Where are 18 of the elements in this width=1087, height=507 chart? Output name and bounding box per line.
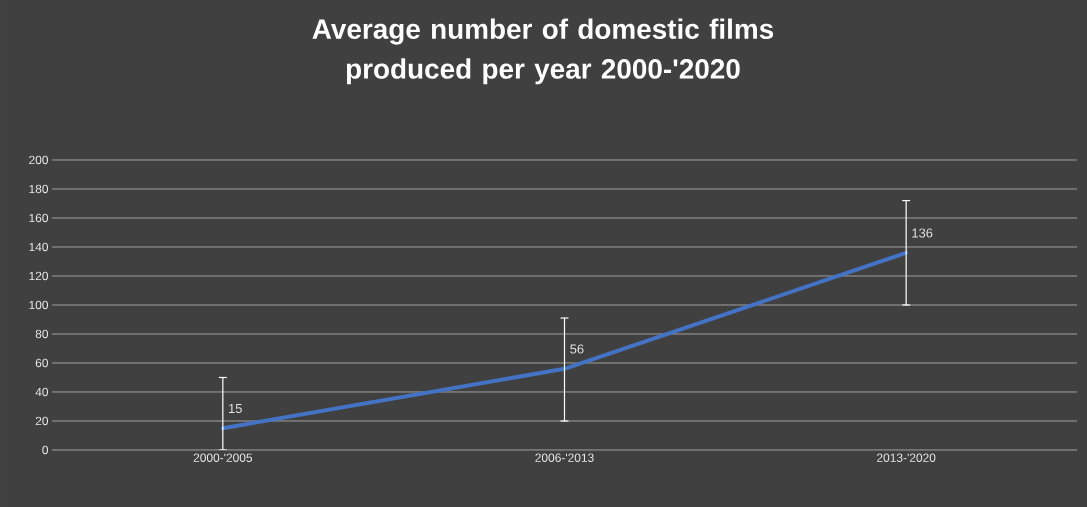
y-tick-label: 80 <box>35 329 49 339</box>
y-tick-label: 180 <box>29 184 49 194</box>
data-label: 136 <box>912 228 933 238</box>
y-tick-label: 200 <box>29 155 49 165</box>
x-tick-label: 2000-'2005 <box>193 453 253 462</box>
data-label: 56 <box>570 344 584 354</box>
y-tick-label: 160 <box>29 213 49 223</box>
x-tick-label: 2006-'2013 <box>535 453 594 462</box>
y-tick-label: 0 <box>42 445 49 455</box>
x-tick-label: 2013-'2020 <box>877 453 936 462</box>
y-tick-label: 100 <box>29 300 49 310</box>
y-tick-label: 60 <box>35 358 49 368</box>
chart-title: Average number of domestic films produced per year 2000-'2020 <box>312 18 774 85</box>
y-tick-label: 40 <box>35 387 49 397</box>
data-label: 15 <box>229 404 242 414</box>
y-tick-label: 120 <box>29 271 49 281</box>
y-tick-label: 20 <box>35 416 49 426</box>
y-tick-label: 140 <box>29 242 49 252</box>
